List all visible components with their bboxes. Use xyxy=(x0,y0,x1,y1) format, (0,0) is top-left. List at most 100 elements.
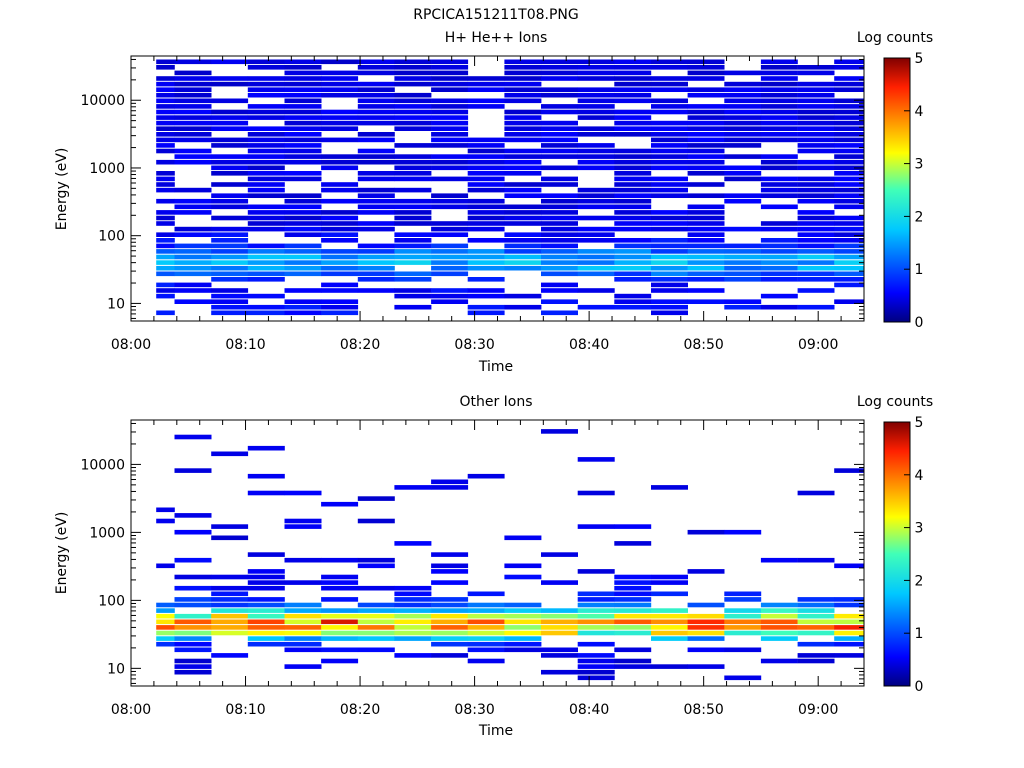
heatmap-cell xyxy=(156,210,175,215)
heatmap-cell xyxy=(724,226,762,232)
colorbar-tick-label: 1 xyxy=(915,626,924,642)
heatmap-cell xyxy=(834,613,865,619)
heatmap-cell xyxy=(174,265,212,271)
heatmap-cell xyxy=(541,552,578,557)
heatmap-cell xyxy=(577,115,615,120)
heatmap-cell xyxy=(651,282,688,288)
heatmap-cell xyxy=(467,608,505,613)
heatmap-cell xyxy=(156,260,175,265)
heatmap-cell xyxy=(247,215,285,221)
heatmap-cell xyxy=(834,238,865,243)
heatmap-cell xyxy=(467,204,505,210)
heatmap-cell xyxy=(467,210,505,215)
heatmap-cell xyxy=(357,619,395,625)
heatmap-cell xyxy=(431,260,469,265)
heatmap-cell xyxy=(211,602,249,608)
heatmap-cell xyxy=(156,115,175,120)
heatmap-cell xyxy=(797,115,835,120)
heatmap-cell xyxy=(577,249,615,254)
heatmap-cell xyxy=(760,602,798,608)
heatmap-cell xyxy=(760,221,798,226)
x-tick-label: 08:40 xyxy=(569,337,609,353)
heatmap-cell xyxy=(357,249,395,254)
heatmap-cell xyxy=(614,299,652,304)
heatmap-cell xyxy=(724,70,762,76)
heatmap-cell xyxy=(394,636,432,641)
heatmap-cell xyxy=(651,98,688,104)
heatmap-cell xyxy=(247,304,285,310)
heatmap-cell xyxy=(834,165,865,171)
heatmap-cell xyxy=(174,271,212,277)
heatmap-cell xyxy=(321,154,359,159)
heatmap-cell xyxy=(357,171,395,176)
heatmap-cell xyxy=(797,619,835,625)
heatmap-cell xyxy=(247,59,285,65)
heatmap-cell xyxy=(431,232,469,237)
heatmap-cell xyxy=(504,293,542,299)
heatmap-cell xyxy=(247,159,285,165)
heatmap-cell xyxy=(797,254,835,260)
heatmap-cell xyxy=(284,59,322,65)
heatmap-cell xyxy=(357,187,395,193)
heatmap-cell xyxy=(541,70,578,76)
heatmap-cell xyxy=(321,126,359,131)
heatmap-cell xyxy=(834,154,865,159)
heatmap-cell xyxy=(357,277,395,282)
heatmap-cell xyxy=(651,221,688,226)
heatmap-cell xyxy=(651,104,688,109)
heatmap-cell xyxy=(614,221,652,226)
heatmap-cell xyxy=(651,132,688,137)
heatmap-cell xyxy=(651,619,688,625)
heatmap-cell xyxy=(541,92,578,98)
heatmap-cell xyxy=(687,126,725,131)
heatmap-cell xyxy=(394,98,432,104)
heatmap-cell xyxy=(687,226,725,232)
heatmap-cell xyxy=(284,524,322,529)
y-axis: 10 100 1000 10000 xyxy=(80,58,864,319)
heatmap-cell xyxy=(247,221,285,226)
heatmap-cell xyxy=(431,271,469,277)
heatmap-cell xyxy=(357,630,395,636)
heatmap-cell xyxy=(834,87,865,92)
heatmap-cell xyxy=(687,569,725,574)
heatmap-cell xyxy=(211,165,249,171)
heatmap-cell xyxy=(577,198,615,204)
heatmap-cell xyxy=(614,625,652,630)
heatmap-cell xyxy=(577,613,615,619)
heatmap-cell xyxy=(577,260,615,265)
heatmap-cell xyxy=(834,232,865,237)
heatmap-cell xyxy=(394,613,432,619)
heatmap-cell xyxy=(467,221,505,226)
heatmap-cell xyxy=(760,293,798,299)
heatmap-cell xyxy=(541,137,578,143)
heatmap-cell xyxy=(614,76,652,81)
x-tick-label: 08:20 xyxy=(340,702,380,718)
heatmap-cell xyxy=(174,625,212,630)
heatmap-cell xyxy=(504,81,542,87)
heatmap-cell xyxy=(156,563,175,569)
heatmap-cell xyxy=(431,625,469,630)
heatmap-cell xyxy=(614,658,652,664)
heatmap-cell xyxy=(541,630,578,636)
heatmap-cell xyxy=(156,148,175,154)
heatmap-cell xyxy=(284,265,322,271)
heatmap-cell xyxy=(687,288,725,293)
heatmap-cell xyxy=(394,602,432,608)
x-tick-label: 08:00 xyxy=(111,337,151,353)
heatmap-cell xyxy=(321,658,359,664)
heatmap-cell xyxy=(760,658,798,664)
colorbar-label: Log counts xyxy=(857,394,933,410)
heatmap-cell xyxy=(504,148,542,154)
heatmap-cell xyxy=(834,143,865,148)
heatmap-cell xyxy=(687,254,725,260)
heatmap-cell xyxy=(797,658,835,664)
heatmap-cell xyxy=(687,65,725,70)
heatmap-cell xyxy=(797,126,835,131)
colorbar-ticks: 0 1 2 3 4 5 xyxy=(904,415,924,695)
heatmap-cell xyxy=(651,126,688,131)
heatmap-cell xyxy=(211,59,249,65)
x-tick-label: 08:20 xyxy=(340,337,380,353)
y-tick-label: 10000 xyxy=(80,457,125,473)
heatmap-cell xyxy=(211,625,249,630)
heatmap-cell xyxy=(174,254,212,260)
